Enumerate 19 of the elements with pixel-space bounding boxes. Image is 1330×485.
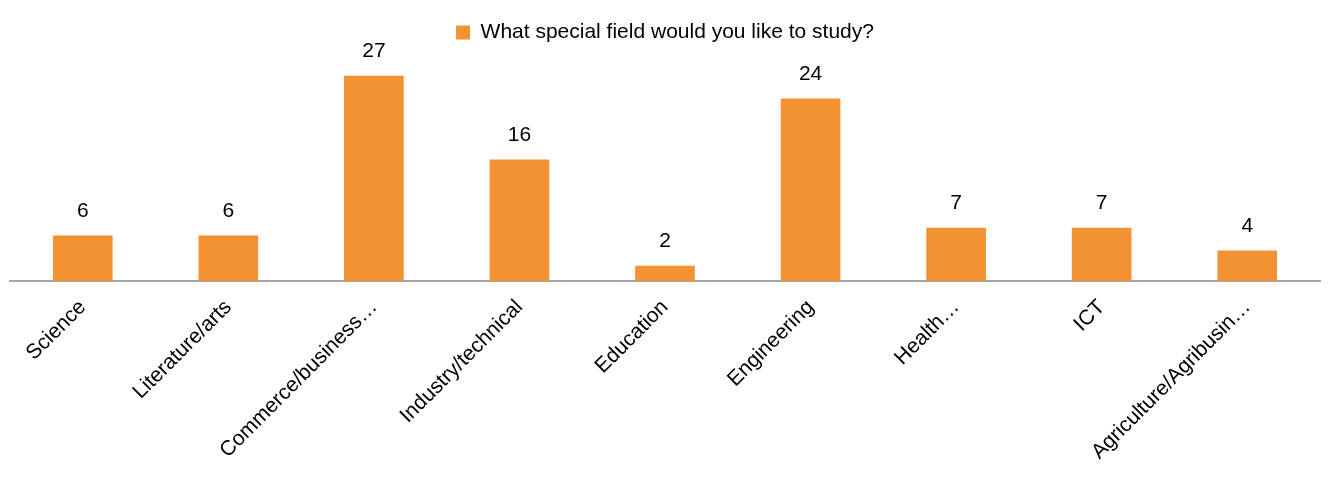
bar xyxy=(926,227,986,281)
data-label: 16 xyxy=(507,121,532,145)
bar xyxy=(780,98,841,281)
data-label: 6 xyxy=(222,197,235,221)
bar xyxy=(1071,227,1132,281)
data-label: 27 xyxy=(362,38,386,62)
bar xyxy=(198,235,259,281)
data-label: 4 xyxy=(1241,212,1254,236)
data-label: 2 xyxy=(659,228,671,252)
bar xyxy=(52,235,113,281)
data-label: 7 xyxy=(950,190,962,214)
bar xyxy=(489,159,550,281)
bar xyxy=(1217,250,1278,281)
data-label: 7 xyxy=(1095,190,1108,214)
data-label: 6 xyxy=(76,197,89,221)
data-label: 24 xyxy=(798,60,823,84)
bar xyxy=(635,265,695,281)
bar xyxy=(344,75,404,281)
legend-label: What special field would you like to study? xyxy=(480,19,874,43)
